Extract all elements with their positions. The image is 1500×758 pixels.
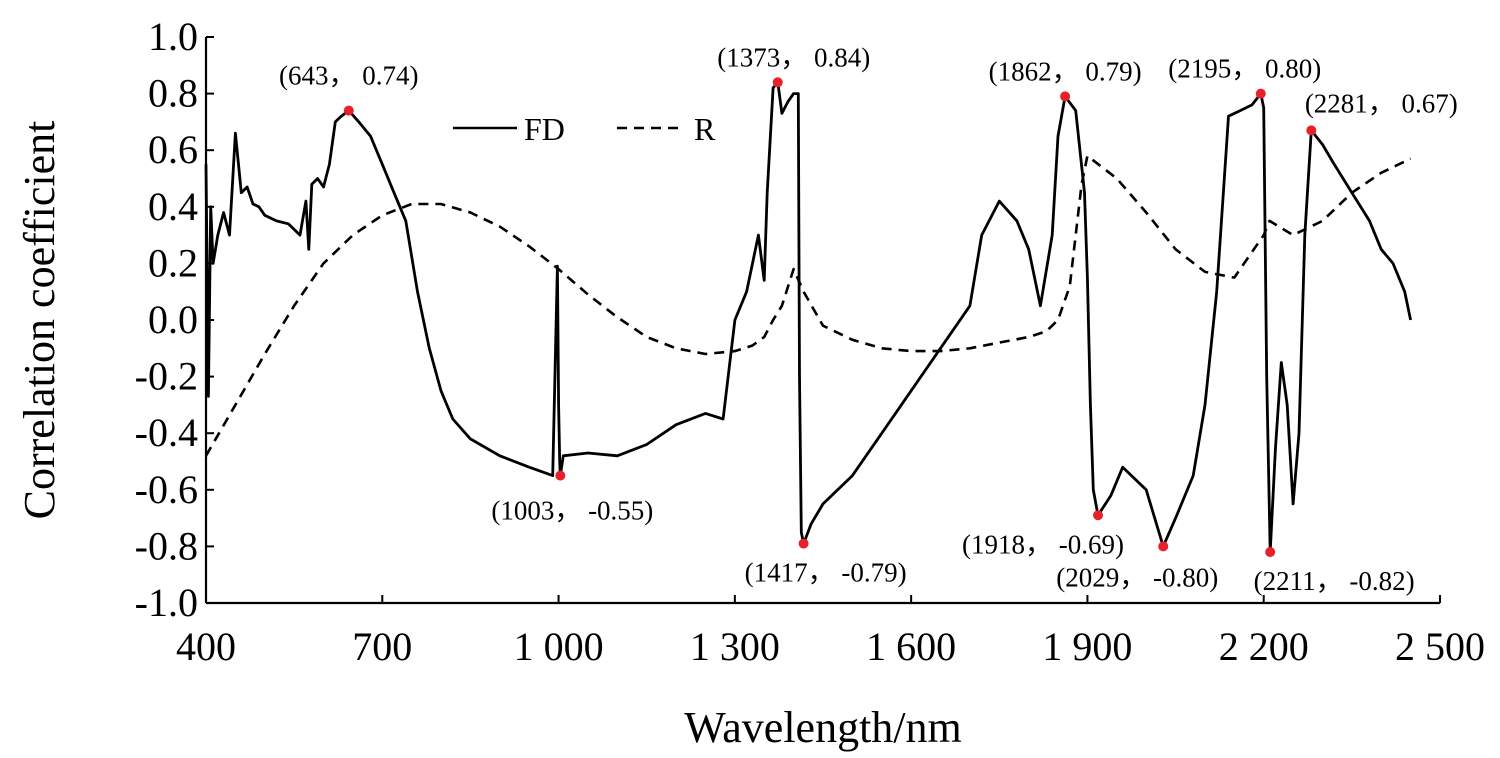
peak-marker xyxy=(1255,88,1266,99)
x-tick-label: 2 200 xyxy=(1219,624,1309,669)
x-tick-label: 1 000 xyxy=(514,624,604,669)
peak-label: (1373， 0.84) xyxy=(717,42,870,72)
peak-marker xyxy=(772,77,783,88)
peak-marker xyxy=(1060,91,1071,102)
peak-label: (2281， 0.67) xyxy=(1305,88,1458,118)
peak-marker xyxy=(1158,541,1169,552)
legend: FD R xyxy=(453,111,716,147)
peak-label: (643， 0.74) xyxy=(279,61,418,91)
x-tick-label: 2 500 xyxy=(1395,624,1485,669)
x-ticks: 400 700 1 000 1 300 1 600 1 900 2 200 2 500 xyxy=(176,595,1485,669)
y-tick-label: 0.4 xyxy=(148,184,198,229)
peak-marker xyxy=(1265,547,1276,558)
series-layer xyxy=(204,80,1412,554)
axes xyxy=(204,37,1440,605)
y-tick-label: -0.2 xyxy=(135,354,198,399)
legend-r-label: R xyxy=(694,111,716,147)
peak-label: (2029， -0.80) xyxy=(1056,562,1218,592)
peak-marker xyxy=(1093,510,1104,521)
series-line-fd xyxy=(204,80,1412,554)
legend-fd-label: FD xyxy=(524,111,565,147)
y-axis-title: Correlation coefficient xyxy=(15,121,64,520)
y-tick-label: 0.6 xyxy=(148,127,198,172)
annotation-layer: (643， 0.74) (1003， -0.55) (1373， 0.84) (141… xyxy=(279,42,1458,596)
peak-label: (1918， -0.69) xyxy=(962,529,1124,559)
x-tick-label: 1 300 xyxy=(690,624,780,669)
peak-label: (2195， 0.80) xyxy=(1168,54,1321,84)
y-tick-label: -0.6 xyxy=(135,467,198,512)
y-tick-label: -0.8 xyxy=(135,523,198,568)
peak-label: (1417， -0.79) xyxy=(745,558,907,588)
x-axis-title: Wavelength/nm xyxy=(684,703,962,752)
y-tick-label: 1.0 xyxy=(148,14,198,59)
peak-label: (2211， -0.82) xyxy=(1254,566,1415,596)
peak-label: (1862， 0.79) xyxy=(989,56,1142,86)
x-tick-label: 1 600 xyxy=(866,624,956,669)
series-line-r xyxy=(204,154,1412,457)
x-tick-label: 400 xyxy=(176,624,236,669)
y-tick-label: 0.8 xyxy=(148,71,198,116)
peak-marker xyxy=(343,105,354,116)
x-tick-label: 1 900 xyxy=(1042,624,1132,669)
peak-marker xyxy=(1306,125,1317,136)
y-tick-label: 0.2 xyxy=(148,240,198,285)
peak-label: (1003， -0.55) xyxy=(491,496,653,526)
y-tick-label: 0.0 xyxy=(148,297,198,342)
peak-marker xyxy=(555,470,566,481)
y-tick-label: -0.4 xyxy=(135,410,198,455)
x-tick-label: 700 xyxy=(352,624,412,669)
y-ticks: 1.0 0.8 0.6 0.4 0.2 0.0 -0.2 -0.4 -0.6 -0.8 -1.0 xyxy=(135,14,214,625)
y-tick-label: -1.0 xyxy=(135,580,198,625)
peak-marker xyxy=(798,538,809,549)
